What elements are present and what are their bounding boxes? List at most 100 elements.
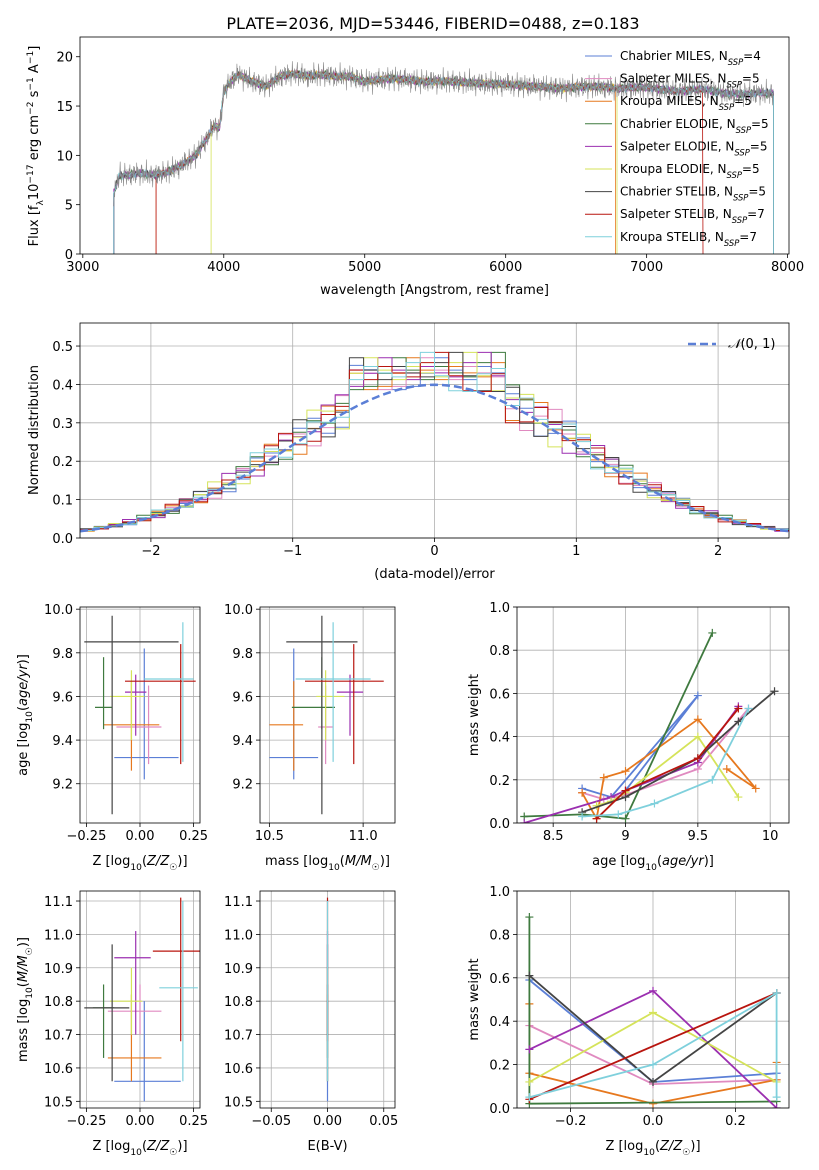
- y-tick-label: 9.6: [232, 690, 253, 705]
- label-part: =5: [742, 162, 760, 176]
- axes-frame: [79, 890, 201, 1109]
- x-axis-label: E(B-V): [307, 1139, 347, 1154]
- axes-frame: [259, 606, 396, 824]
- label-part: λ: [36, 200, 46, 206]
- data-point-marker: [649, 1099, 657, 1108]
- y-tick-label: 10.7: [44, 1029, 73, 1044]
- label-part: Salpeter ELODIE, N: [620, 139, 734, 153]
- x-tick-label: 0.00: [126, 1114, 155, 1129]
- data-point-marker: [649, 1060, 657, 1069]
- data-point-marker: [708, 775, 717, 784]
- label-part: 10: [130, 1148, 142, 1158]
- y-tick-label: 9.2: [232, 778, 253, 793]
- x-tick-label: 0.25: [179, 829, 208, 844]
- data-point-marker: [693, 754, 702, 763]
- label-part: Kroupa ELODIE, N: [620, 162, 727, 176]
- plot-area: [269, 615, 384, 815]
- errorbar-chabrier-elodie: [95, 657, 113, 730]
- data-point-marker: [772, 1093, 781, 1102]
- y-axis-label: Normed distribution: [27, 365, 42, 495]
- label-part: (: [16, 706, 31, 711]
- label-part: 10: [130, 863, 142, 873]
- label-part: =4: [743, 49, 761, 63]
- label-part: Flux [f: [27, 205, 42, 246]
- y-tick-label: 10.0: [44, 603, 73, 618]
- y-tick-label: 0.6: [489, 687, 510, 702]
- y-tick-label: 5: [65, 199, 73, 214]
- legend-entry: Chabrier STELIB, NSSP=5: [620, 185, 766, 203]
- axes-frame: [516, 890, 790, 1109]
- data-point-marker: [772, 988, 781, 997]
- label-part: SSP: [736, 125, 752, 135]
- legend-entry: Chabrier MILES, NSSP=4: [620, 49, 761, 67]
- legend-entry: Kroupa ELODIE, NSSP=5: [620, 162, 760, 180]
- data-point-marker: [734, 704, 743, 713]
- y-tick-label: 0.8: [489, 928, 510, 943]
- x-tick-label: 6000: [489, 260, 522, 275]
- x-axis-label: wavelength [Angstrom, rest frame]: [320, 283, 549, 298]
- x-axis-label: age [log10(age/yr)]: [592, 854, 714, 873]
- data-point-marker: [578, 788, 587, 797]
- y-tick-label: 10.9: [44, 962, 73, 977]
- plot-area: [113, 61, 774, 254]
- errorbar-kroupa-stelib: [159, 901, 198, 1082]
- data-point-marker: [751, 784, 760, 793]
- y-tick-label: 0.4: [52, 378, 73, 393]
- errorbar-chabrier-miles: [114, 1001, 181, 1102]
- series-line: [581, 707, 750, 801]
- axes-age-vs-mass: 10.5 11.0 9.2 9.4 9.6 9.8 10.0 mass [log10(M/M☉…: [224, 603, 396, 873]
- x-tick-label: −0.2: [555, 1114, 587, 1129]
- label-part: Kroupa MILES, N: [620, 94, 719, 108]
- axes-mass-vs-ebv: −0.05 0.00 0.05 10.5 10.6 10.7 10.8 10.9 11.0 11.…: [224, 890, 398, 1154]
- label-part: )]: [177, 1139, 187, 1154]
- label-part: mass [log: [265, 854, 328, 869]
- x-tick-label: 4000: [207, 260, 240, 275]
- errorbar-kroupa-stelib: [144, 622, 194, 762]
- y-tick-label: 0.2: [52, 455, 73, 470]
- errorbar-salpeter-elodie: [336, 674, 364, 736]
- y-tick-label: 10.9: [224, 962, 253, 977]
- data-point-marker: [708, 628, 717, 637]
- y-tick-label: 11.0: [224, 928, 253, 943]
- observed-spectrum: [113, 61, 774, 207]
- x-tick-label: 10.5: [255, 829, 284, 844]
- x-tick-label: −0.25: [67, 1114, 107, 1129]
- axes-residuals: −2 −1 0 1 2 0.0 0.1 0.2 0.3 0.4 0.5 (data-model)/er…: [27, 322, 790, 582]
- model-spectrum-kroupa-elodie: [210, 69, 618, 254]
- histogram-kroupa-stelib: [80, 351, 789, 538]
- label-part: s: [27, 90, 42, 101]
- x-tick-label: 0.05: [369, 1114, 398, 1129]
- label-part: )]: [380, 854, 390, 869]
- y-tick-label: 10.6: [224, 1062, 253, 1077]
- data-point-marker: [772, 1104, 781, 1108]
- series-kroupa-stelib: [525, 988, 781, 1102]
- label-part: Z/Z: [659, 1139, 683, 1154]
- data-point-marker: [525, 971, 534, 980]
- y-tick-label: 10.0: [224, 603, 253, 618]
- label-part: 10: [328, 863, 340, 873]
- label-part: SSP: [732, 215, 748, 225]
- y-tick-label: 0.6: [489, 972, 510, 987]
- label-part: −2: [26, 102, 36, 115]
- y-axis-label: mass weight: [467, 674, 482, 756]
- y-tick-label: 1.0: [489, 885, 510, 900]
- legend-entry: 𝒩(0, 1): [728, 337, 775, 352]
- label-part: )]: [16, 654, 31, 664]
- x-axis-label: Z [log10(Z/Z☉)]: [92, 854, 187, 873]
- x-tick-label: −0.25: [67, 829, 107, 844]
- label-part: SSP: [733, 193, 749, 203]
- x-tick-label: 0.0: [643, 1114, 664, 1129]
- data-point-marker: [599, 773, 608, 782]
- x-tick-label: −2: [141, 544, 160, 559]
- axes-spectrum: 3000 4000 5000 6000 7000 8000 0 5 10 15 20 waveleng…: [26, 36, 804, 298]
- data-point-marker: [649, 1008, 657, 1017]
- x-axis-label: (data-model)/error: [374, 567, 495, 582]
- y-tick-label: 0.4: [489, 1015, 510, 1030]
- data-point-marker: [770, 687, 779, 696]
- label-part: ☉: [682, 1148, 690, 1158]
- errorbar-chabrier-elodie: [291, 657, 335, 730]
- plot-area: [84, 897, 200, 1102]
- y-tick-label: 9.4: [232, 734, 253, 749]
- label-part: ☉: [372, 863, 380, 873]
